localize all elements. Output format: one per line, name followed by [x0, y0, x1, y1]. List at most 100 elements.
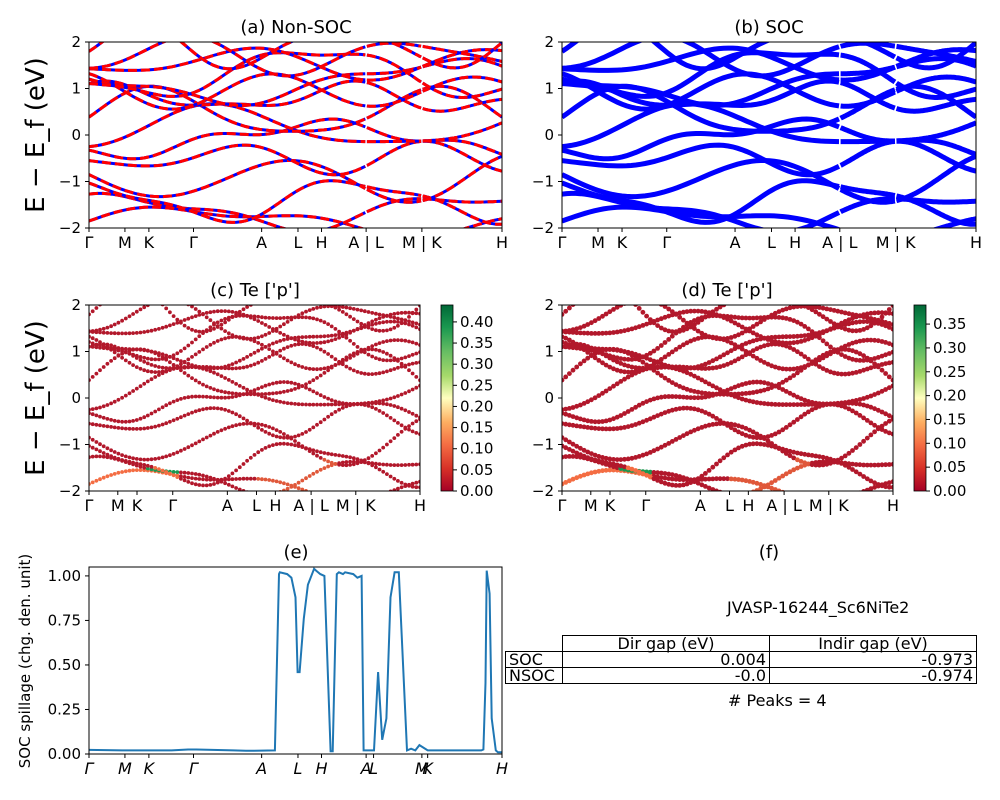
projected-band-point [293, 402, 297, 406]
projected-band-point [414, 375, 419, 379]
ytick-label: −1 [532, 436, 554, 454]
projected-band-point [780, 473, 786, 479]
projected-band-point [618, 348, 624, 354]
projected-band-point [102, 299, 106, 303]
projected-band-point [208, 328, 213, 333]
projected-band-point [688, 320, 694, 325]
projected-band-point [90, 336, 95, 341]
projected-band-point [392, 315, 397, 320]
projected-band-point [578, 402, 583, 408]
projected-band-point [333, 357, 338, 362]
projected-band-point [747, 326, 752, 332]
projected-band-point [396, 405, 400, 410]
projected-band-point [695, 336, 701, 341]
projected-band-point [563, 374, 569, 380]
projected-band-point [248, 392, 253, 397]
projected-band-point [721, 315, 727, 320]
projected-band-point [589, 348, 594, 353]
projected-band-point [754, 379, 760, 385]
projected-band-point [388, 338, 393, 343]
projected-band-point [567, 447, 572, 452]
projected-band-point [90, 375, 95, 379]
projected-band-point [611, 330, 616, 335]
projected-band-point [131, 312, 136, 316]
projected-band-point [743, 397, 749, 403]
projected-band-point [651, 365, 657, 371]
projected-band-point [267, 397, 272, 401]
projected-band-point [212, 482, 216, 486]
kpath-label: Γ [168, 496, 177, 515]
projected-band-point [351, 307, 356, 311]
projected-band-point [237, 487, 242, 491]
projected-band-point [399, 485, 404, 490]
projected-band-point [171, 418, 176, 423]
projected-band-point [326, 365, 330, 370]
projected-band-point [256, 392, 261, 397]
projected-band-point [787, 366, 793, 372]
projected-band-point [647, 357, 653, 363]
projected-band-point [732, 422, 738, 428]
projected-band-point [344, 358, 349, 362]
projected-band-point [237, 366, 242, 370]
projected-band-point [835, 371, 841, 377]
projected-band-point [669, 394, 675, 399]
projected-band-point [134, 353, 139, 358]
projected-band-point [658, 343, 664, 348]
panel-c-title: (c) Te ['p'] [210, 280, 300, 301]
projected-band-point [105, 346, 110, 351]
projected-band-point [710, 383, 716, 389]
projected-band-point [399, 321, 404, 326]
projected-band-point [197, 439, 202, 444]
projected-band-point [186, 316, 191, 321]
projected-band-point [403, 338, 408, 343]
projected-band-point [886, 307, 892, 312]
projected-band-point [684, 370, 690, 376]
projected-band-point [673, 406, 679, 412]
projected-band-point [145, 356, 150, 361]
projected-band-point [359, 401, 364, 406]
projected-band-point [311, 448, 316, 453]
projected-band-point [629, 423, 635, 428]
kpath-label: K [422, 759, 434, 778]
projected-band-point [710, 309, 716, 315]
projected-band-point [603, 330, 609, 336]
projected-band-point [736, 332, 741, 338]
projected-band-point [333, 327, 338, 331]
projected-band-point [581, 472, 587, 478]
projected-band-point [747, 380, 752, 386]
projected-band-point [90, 422, 95, 427]
kpath-label: H [496, 759, 508, 778]
projected-band-point [142, 355, 147, 360]
projected-band-point [322, 466, 327, 470]
projected-band-point [186, 445, 191, 450]
projected-band-point [237, 465, 242, 470]
projected-band-point [245, 418, 250, 423]
projected-band-point [399, 317, 404, 322]
projected-band-point [662, 305, 668, 309]
projected-band-point [234, 382, 239, 386]
projected-band-point [563, 344, 569, 350]
projected-band-point [377, 467, 382, 472]
projected-band-point [728, 476, 734, 482]
projected-band-point [578, 330, 583, 336]
projected-band-point [123, 393, 128, 398]
projected-band-point [315, 341, 319, 345]
projected-band-point [407, 310, 411, 315]
projected-band-point [787, 402, 793, 407]
projected-band-point [374, 342, 378, 347]
projected-band-point [351, 317, 356, 321]
projected-band-point [563, 308, 569, 314]
projected-band-point [296, 338, 301, 343]
projected-band-point [410, 352, 415, 357]
projected-band-point [681, 405, 686, 411]
projected-band-point [772, 443, 778, 449]
projected-band-point [223, 395, 228, 400]
projected-band-point [193, 409, 198, 414]
projected-band-point [337, 305, 341, 309]
projected-band-point [285, 389, 290, 393]
projected-band-point [263, 477, 268, 482]
projected-band-point [754, 337, 760, 343]
projected-band-point [666, 328, 672, 334]
projected-band-point [112, 455, 117, 460]
projected-band-point [333, 333, 338, 337]
